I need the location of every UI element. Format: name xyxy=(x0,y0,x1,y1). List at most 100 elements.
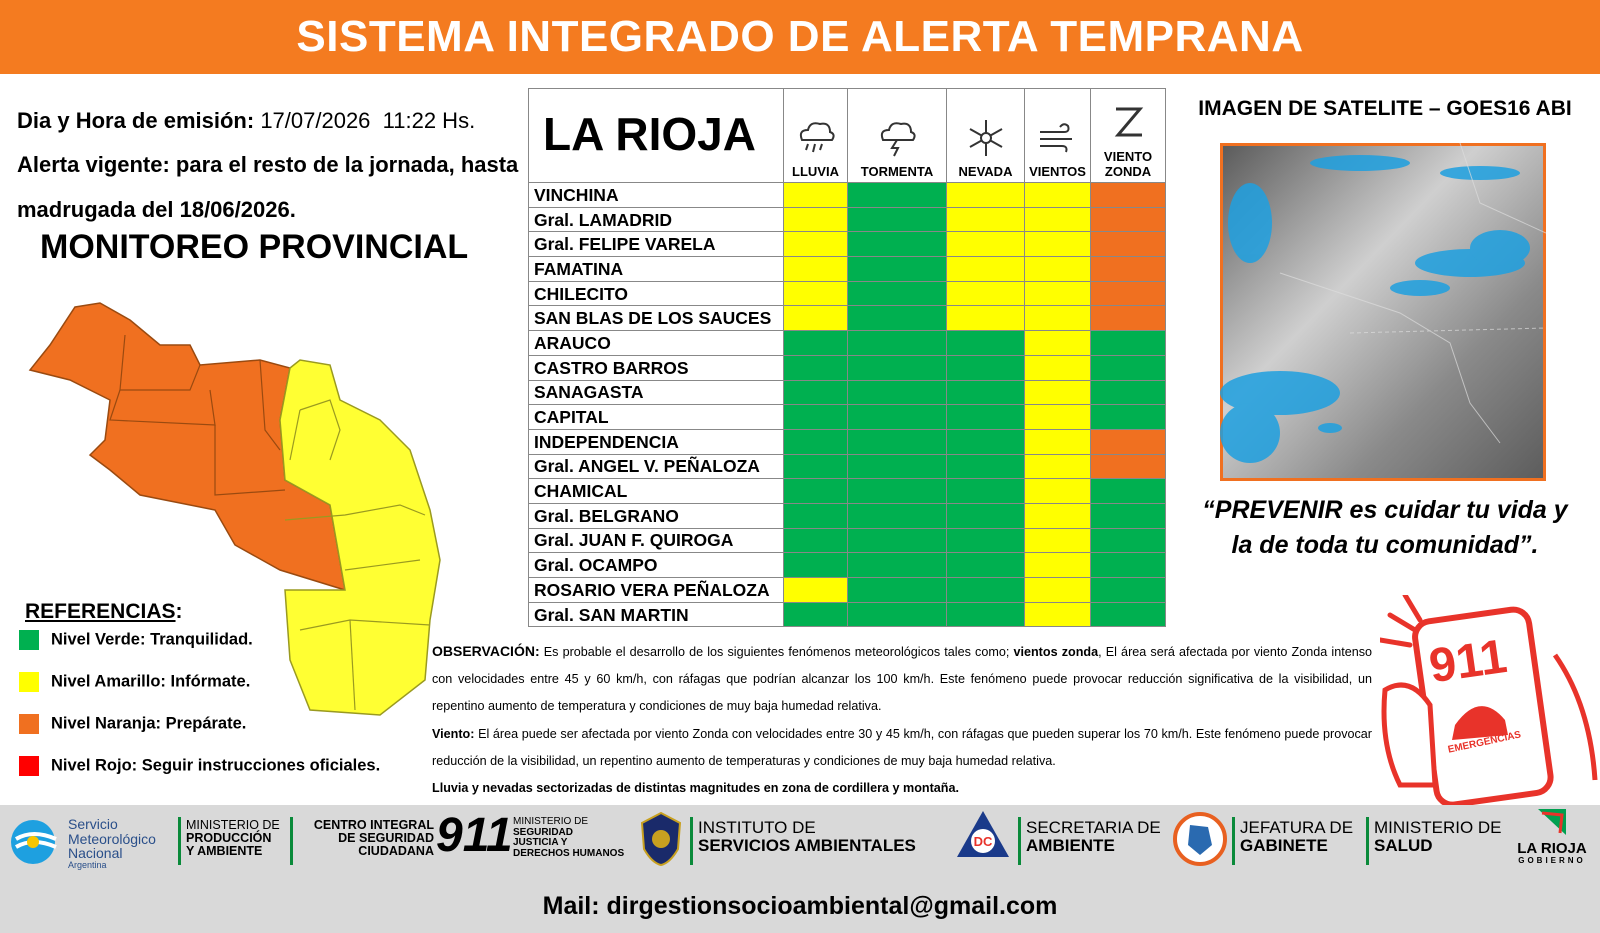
reference-swatch xyxy=(19,756,39,776)
weather-icon xyxy=(1114,107,1144,137)
logo-text: SERVICIOS AMBIENTALES xyxy=(698,835,916,855)
level-cell xyxy=(783,231,848,258)
level-cell xyxy=(783,280,848,307)
level-cell xyxy=(847,206,947,233)
district-row: Gral. BELGRANO xyxy=(528,502,1166,529)
level-cell xyxy=(847,305,947,332)
quote: “PREVENIR es cuidar tu vida y la de toda … xyxy=(1190,493,1580,563)
level-cell xyxy=(847,404,947,430)
smn-text: Servicio Meteorológico Nacional Argentina xyxy=(68,817,156,871)
level-cell xyxy=(1090,256,1166,282)
level-cell xyxy=(783,601,848,628)
district-row: ROSARIO VERA PEÑALOZA xyxy=(528,577,1166,603)
level-cell xyxy=(946,256,1025,282)
reference-text: Tranquilidad. xyxy=(150,630,253,649)
level-cell xyxy=(1090,354,1166,381)
quote-line: “PREVENIR es cuidar tu vida y xyxy=(1202,496,1568,524)
column-header: VIENTOS xyxy=(1024,88,1091,183)
logo-text: AMBIENTE xyxy=(1026,835,1115,855)
reference-label: Nivel Amarillo: xyxy=(51,672,166,691)
weather-icon xyxy=(1039,123,1072,153)
alert-line: Alerta vigente: para el resto de la jorn… xyxy=(17,152,519,177)
district-row: Gral. JUAN F. QUIROGA xyxy=(528,527,1166,554)
column-header: LLUVIA xyxy=(783,88,848,183)
logo-text: Servicio xyxy=(68,816,118,832)
column-header: NEVADA xyxy=(946,88,1025,183)
district-row: SAN BLAS DE LOS SAUCES xyxy=(528,305,1166,332)
district-row: Gral. ANGEL V. PEÑALOZA xyxy=(528,453,1166,480)
level-cell xyxy=(1024,256,1091,282)
province-cell: LA RIOJA xyxy=(528,88,784,183)
level-cell xyxy=(1090,404,1166,430)
logo-text: MINISTERIO DE xyxy=(186,818,280,832)
header-row: LA RIOJA LLUVIA TORMENTA NEVADA VIENTOS VIENT… xyxy=(528,88,1166,183)
emission-value: 17/07/2026 11:22 Hs. xyxy=(260,108,476,133)
obs-text: Es probable el desarrollo de los siguien… xyxy=(543,645,1010,659)
level-cell xyxy=(1024,552,1091,578)
weather-icon xyxy=(969,120,1002,156)
logo-text: PRODUCCIÓN xyxy=(186,831,272,846)
weather-icon xyxy=(880,122,916,157)
level-cell xyxy=(847,354,947,381)
column-header: VIENTO ZONDA xyxy=(1090,88,1166,183)
logo-text: Argentina xyxy=(68,860,107,871)
level-cell xyxy=(1090,428,1166,455)
references-colon: : xyxy=(175,600,183,623)
district-row: FAMATINA xyxy=(528,256,1166,282)
district-name: SAN BLAS DE LOS SAUCES xyxy=(528,305,784,332)
level-cell xyxy=(1090,453,1166,480)
district-row: CHAMICAL xyxy=(528,478,1166,504)
column-header: TORMENTA xyxy=(847,88,947,183)
district-name: ROSARIO VERA PEÑALOZA xyxy=(528,577,784,603)
reference-item: Nivel Naranja: Prepárate. xyxy=(19,714,246,734)
level-cell xyxy=(1024,527,1091,554)
level-cell xyxy=(1090,182,1166,208)
district-name: ARAUCO xyxy=(528,330,784,356)
level-cell xyxy=(847,453,947,480)
district-name: CASTRO BARROS xyxy=(528,354,784,381)
level-cell xyxy=(946,502,1025,529)
level-cell xyxy=(946,354,1025,381)
district-name: Gral. OCAMPO xyxy=(528,552,784,578)
logo-text: SECRETARIA DE xyxy=(1026,818,1161,837)
column-label: TORMENTA xyxy=(860,164,934,179)
level-cell xyxy=(783,453,848,480)
level-cell xyxy=(783,182,848,208)
province-map xyxy=(28,302,441,716)
level-cell xyxy=(946,330,1025,356)
alert-line: madrugada del 18/06/2026. xyxy=(17,197,296,222)
satellite-image xyxy=(1220,143,1546,481)
monitor-title: MONITOREO PROVINCIAL xyxy=(40,228,469,266)
level-cell xyxy=(1024,453,1091,480)
level-cell xyxy=(1090,231,1166,258)
salud-text: MINISTERIO DE SALUD xyxy=(1374,819,1502,855)
level-cell xyxy=(1090,577,1166,603)
level-cell xyxy=(847,330,947,356)
level-cell xyxy=(783,502,848,529)
reference-text: Infórmate. xyxy=(170,672,251,691)
references-title: REFERENCIAS: xyxy=(25,600,183,624)
level-cell xyxy=(1024,305,1091,332)
level-cell xyxy=(946,404,1025,430)
reference-swatch xyxy=(19,672,39,692)
jefatura-logo xyxy=(1173,812,1227,866)
level-cell xyxy=(847,478,947,504)
logo-text: LA RIOJA xyxy=(1517,840,1587,857)
reference-text: Seguir instrucciones oficiales. xyxy=(141,756,381,775)
reference-text: Prepárate. xyxy=(165,714,247,733)
logo-text: CENTRO INTEGRAL xyxy=(313,818,434,832)
secretaria-text: SECRETARIA DE AMBIENTE xyxy=(1026,819,1161,855)
logo-text: MINISTERIO DE xyxy=(1374,818,1502,837)
level-cell xyxy=(1024,601,1091,628)
produccion-text: MINISTERIO DE PRODUCCIÓN Y AMBIENTE xyxy=(186,818,280,858)
level-cell xyxy=(847,256,947,282)
emergency-icon: 911 EMERGENCIAS xyxy=(1380,595,1598,805)
obs-label: OBSERVACIÓN: xyxy=(432,643,540,659)
level-cell xyxy=(783,354,848,381)
reference-item: Nivel Rojo: Seguir instrucciones oficial… xyxy=(19,756,380,776)
level-cell xyxy=(1024,502,1091,529)
level-cell xyxy=(847,379,947,406)
district-name: Gral. BELGRANO xyxy=(528,502,784,529)
smn-logo xyxy=(11,820,57,864)
level-cell xyxy=(783,552,848,578)
